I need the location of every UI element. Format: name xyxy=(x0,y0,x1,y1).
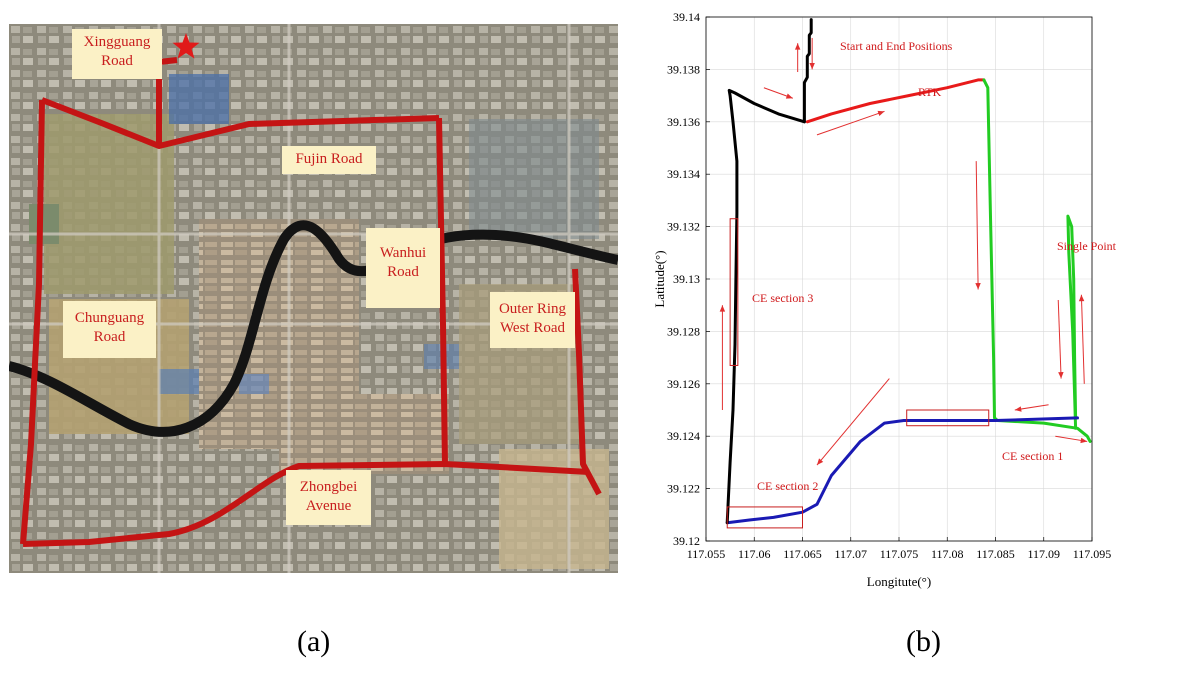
series-layer xyxy=(725,18,1092,525)
direction-arrow xyxy=(975,161,979,290)
arrow-head xyxy=(816,458,824,466)
satellite-map: Xingguang Road Fujin Road Wanhui Road Ch… xyxy=(9,24,618,573)
annotation-ce-section-1: CE section 1 xyxy=(1002,449,1063,463)
arrow-head xyxy=(719,305,726,312)
arrow-head xyxy=(1058,372,1064,379)
label-outer-ring-west-road: Outer Ring West Road xyxy=(490,292,575,348)
y-tick-label: 39.14 xyxy=(673,10,700,24)
y-tick-label: 39.136 xyxy=(667,115,700,129)
annotation-single-point: Single Point xyxy=(1057,239,1117,253)
canal xyxy=(9,220,618,437)
x-tick-label: 117.055 xyxy=(687,547,726,561)
star-icon xyxy=(172,33,200,59)
trajectory-plot: 117.055 117.06 117.065 117.07 117.075 117.08 1… xyxy=(640,0,1199,600)
x-tick-label: 117.07 xyxy=(834,547,867,561)
arrow-head xyxy=(785,93,793,99)
x-tick-label: 117.06 xyxy=(738,547,771,561)
direction-arrow xyxy=(1057,299,1062,379)
y-tick-label: 39.124 xyxy=(667,429,700,443)
annotation-start-end: Start and End Positions xyxy=(840,39,953,53)
direction-arrow xyxy=(816,378,890,466)
ticks: 117.055 117.06 117.065 117.07 117.075 117.08 1… xyxy=(667,10,1111,561)
x-tick-label: 117.085 xyxy=(976,547,1015,561)
series-blue-section xyxy=(725,416,1079,525)
y-tick-label: 39.138 xyxy=(667,62,700,76)
series-single-point-spike xyxy=(1066,214,1078,430)
caption-a: (a) xyxy=(297,625,331,658)
x-tick-label: 117.08 xyxy=(931,547,964,561)
annotation-rtk: RTK xyxy=(918,85,942,99)
y-tick-label: 39.122 xyxy=(667,482,700,496)
y-tick-label: 39.12 xyxy=(673,534,700,548)
y-tick-label: 39.134 xyxy=(667,167,700,181)
x-tick-label: 117.075 xyxy=(880,547,919,561)
y-tick-label: 39.132 xyxy=(667,220,700,234)
direction-arrow xyxy=(1080,294,1085,384)
x-axis-label: Longitute(°) xyxy=(867,574,931,589)
caption-b: (b) xyxy=(906,625,941,658)
y-tick-label: 39.126 xyxy=(667,377,700,391)
y-tick-label: 39.128 xyxy=(667,324,700,338)
label-fujin-road: Fujin Road xyxy=(282,146,376,174)
direction-arrows xyxy=(719,37,1088,466)
label-zhongbei-avenue: Zhongbei Avenue xyxy=(286,470,371,525)
x-tick-label: 117.095 xyxy=(1073,547,1112,561)
trajectory-chart: 117.055 117.06 117.065 117.07 117.075 117.08 1… xyxy=(652,10,1117,589)
series-black-section xyxy=(725,88,806,525)
ce-section-3-box xyxy=(729,218,739,366)
label-chunguang-road: Chunguang Road xyxy=(63,301,156,358)
arrow-head xyxy=(1014,406,1022,412)
direction-arrow xyxy=(816,110,885,136)
arrow-head xyxy=(877,110,885,117)
arrow-head xyxy=(809,62,815,70)
y-axis-label: Latitude(°) xyxy=(652,250,667,307)
ce-boxes xyxy=(726,218,990,529)
ce-section-1-box xyxy=(906,409,990,427)
arrow-head xyxy=(794,43,801,50)
annotation-ce-section-3: CE section 3 xyxy=(752,291,813,305)
x-tick-label: 117.065 xyxy=(783,547,822,561)
series-start-segment xyxy=(802,18,813,124)
series-rtk xyxy=(805,78,986,124)
label-wanhui-road: Wanhui Road xyxy=(366,228,440,308)
annotation-ce-section-2: CE section 2 xyxy=(757,479,818,493)
x-tick-label: 117.09 xyxy=(1027,547,1060,561)
arrow-head xyxy=(1078,294,1085,302)
ce-section-2-box xyxy=(726,506,803,529)
y-tick-label: 39.13 xyxy=(673,272,700,286)
label-xingguang-road: Xingguang Road xyxy=(72,29,162,79)
arrow-head xyxy=(975,282,981,290)
arrow-head xyxy=(1080,437,1088,444)
